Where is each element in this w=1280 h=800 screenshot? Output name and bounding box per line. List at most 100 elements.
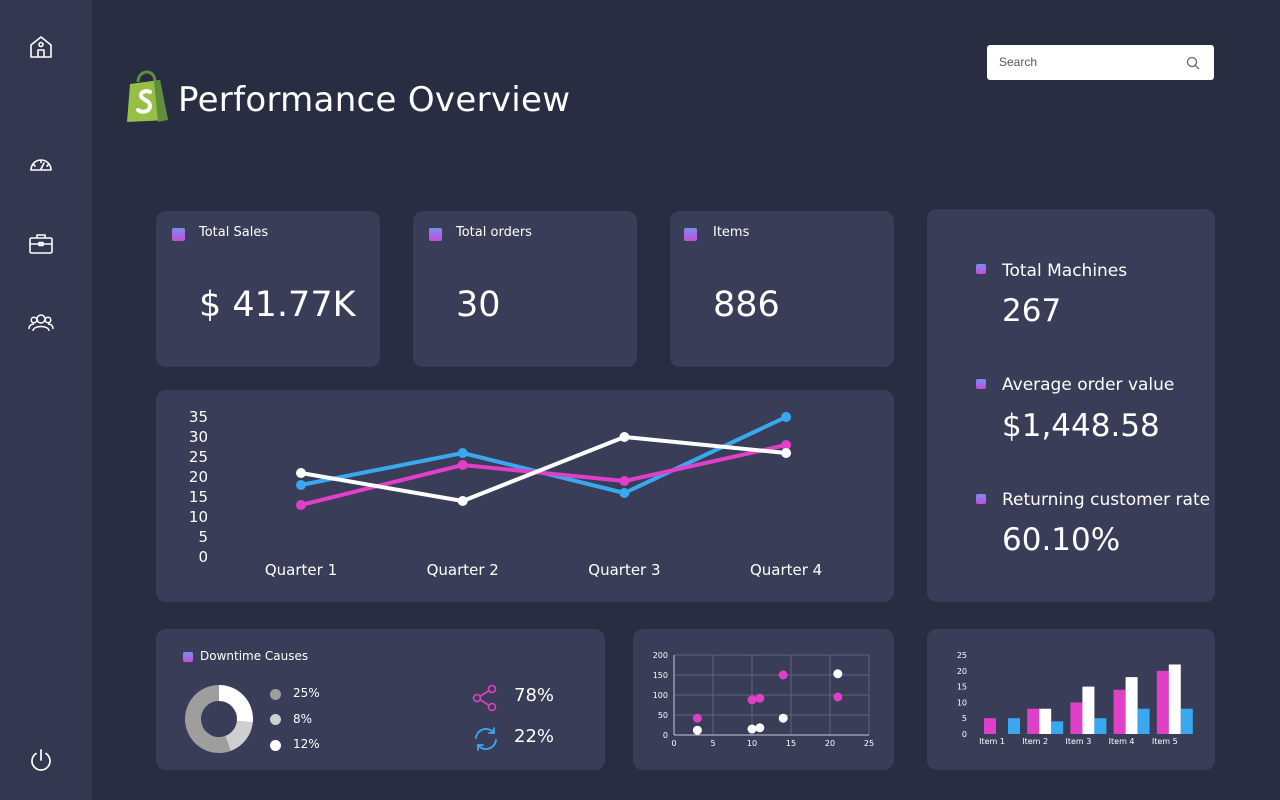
legend-square-icon [172, 228, 185, 241]
x-tick-label: Quarter 3 [588, 561, 660, 579]
bar [1113, 689, 1126, 734]
line-chart-card: 0 5 10 15 20 25 30 35 Quarter 1 Quarter 2 Quarter … [156, 390, 894, 602]
y-tick-label: 5 [962, 714, 967, 723]
y-tick-label: 35 [189, 408, 208, 426]
search-icon[interactable] [1186, 55, 1200, 70]
briefcase-icon[interactable] [28, 231, 54, 257]
kpi-card-items: Items 886 [670, 211, 894, 367]
x-tick-label: Item 3 [1065, 737, 1091, 746]
x-tick-label: 5 [710, 739, 715, 748]
downtime-title: Downtime Causes [200, 649, 309, 663]
scatter-point [692, 725, 702, 735]
legend-square-icon [976, 494, 986, 504]
y-tick-label: 20 [957, 667, 967, 676]
bar [1039, 708, 1052, 734]
bar [1051, 721, 1064, 734]
y-tick-label: 10 [189, 508, 208, 526]
scatter-point [692, 713, 702, 723]
bar [1070, 702, 1083, 734]
donut-slice [218, 685, 253, 723]
bar [1137, 708, 1150, 734]
y-tick-label: 200 [653, 651, 668, 660]
y-tick-label: 0 [962, 730, 967, 739]
kpi-card-total-orders: Total orders 30 [413, 211, 637, 367]
summary-value: 60.10% [1002, 522, 1121, 558]
legend-square-icon [429, 228, 442, 241]
y-tick-label: 10 [957, 698, 967, 707]
kpi-value: 886 [713, 285, 780, 325]
home-icon[interactable] [28, 34, 54, 60]
search-box[interactable] [987, 45, 1214, 80]
data-point [781, 440, 792, 450]
bar [1156, 670, 1169, 734]
bar [1008, 718, 1020, 734]
refresh-icon [472, 725, 500, 753]
downtime-card: Downtime Causes 25% 8% 12% 78% 22% [156, 629, 605, 770]
summary-value: 267 [1002, 293, 1062, 329]
page-title: Performance Overview [178, 80, 571, 120]
x-tick-label: 0 [671, 739, 676, 748]
series-line-2 [300, 435, 787, 503]
bar [984, 718, 996, 734]
x-tick-label: Quarter 1 [265, 561, 337, 579]
data-point [296, 500, 306, 510]
speedometer-icon[interactable] [28, 152, 54, 178]
summary-label: Total Machines [1002, 261, 1128, 281]
sidebar [0, 0, 92, 800]
x-tick-label: Item 1 [979, 737, 1005, 746]
power-icon[interactable] [28, 747, 54, 773]
kpi-value: 30 [456, 285, 501, 325]
summary-panel: Total Machines 267 Average order value $… [927, 209, 1215, 602]
y-tick-label: 30 [189, 428, 208, 446]
data-point [619, 476, 630, 486]
series-line-1 [300, 443, 787, 507]
y-tick-label: 0 [198, 548, 208, 566]
y-tick-label: 15 [189, 488, 208, 506]
kpi-value: $ 41.77K [199, 285, 356, 325]
y-tick-label: 5 [198, 528, 208, 546]
scatter-chart-card: 0 50 100 150 200 0 5 10 15 20 25 [633, 629, 894, 770]
scatter-chart: 0 50 100 150 200 0 5 10 15 20 25 [653, 651, 874, 748]
x-tick-label: 10 [747, 739, 757, 748]
users-icon[interactable] [28, 310, 54, 336]
data-point [619, 432, 630, 442]
data-point [781, 448, 792, 458]
legend-value: 25% [293, 686, 320, 700]
data-point [619, 488, 630, 498]
legend-square-icon [183, 652, 193, 662]
summary-value: $1,448.58 [1002, 408, 1160, 444]
y-tick-label: 100 [653, 691, 668, 700]
y-tick-label: 20 [189, 468, 208, 486]
x-tick-label: Quarter 4 [750, 561, 822, 579]
bar [1125, 677, 1138, 734]
y-tick-label: 15 [957, 683, 967, 692]
kpi-label: Items [713, 225, 750, 240]
data-point [296, 480, 306, 490]
kpi-label: Total orders [456, 225, 532, 240]
bar [1180, 708, 1193, 734]
quarterly-line-chart: 0 5 10 15 20 25 30 35 Quarter 1 Quarter 2 Quarter … [189, 408, 822, 579]
scatter-point [747, 695, 757, 705]
data-point [457, 460, 468, 470]
donut-slice [224, 720, 253, 751]
scatter-point [755, 693, 765, 703]
x-tick-label: 15 [786, 739, 796, 748]
legend-dot [270, 714, 281, 725]
x-tick-label: Quarter 2 [427, 561, 499, 579]
y-tick-label: 0 [663, 731, 668, 740]
y-tick-label: 150 [653, 671, 668, 680]
kpi-card-total-sales: Total Sales $ 41.77K [156, 211, 380, 367]
x-tick-label: 20 [825, 739, 835, 748]
scatter-point [778, 713, 788, 723]
search-input[interactable] [999, 53, 1169, 71]
legend-square-icon [684, 228, 697, 241]
data-point [457, 496, 468, 506]
share-stat-value: 78% [514, 685, 555, 706]
bar [1168, 664, 1181, 734]
x-tick-label: Item 5 [1152, 737, 1178, 746]
summary-label: Average order value [1002, 375, 1175, 395]
bar [1082, 686, 1095, 734]
refresh-stat-value: 22% [514, 726, 555, 747]
y-tick-label: 50 [658, 711, 668, 720]
bar-chart-card: 0 5 10 15 20 25 Item 1 Item 2 Item 3 Item 4 Item 5 [927, 629, 1215, 770]
